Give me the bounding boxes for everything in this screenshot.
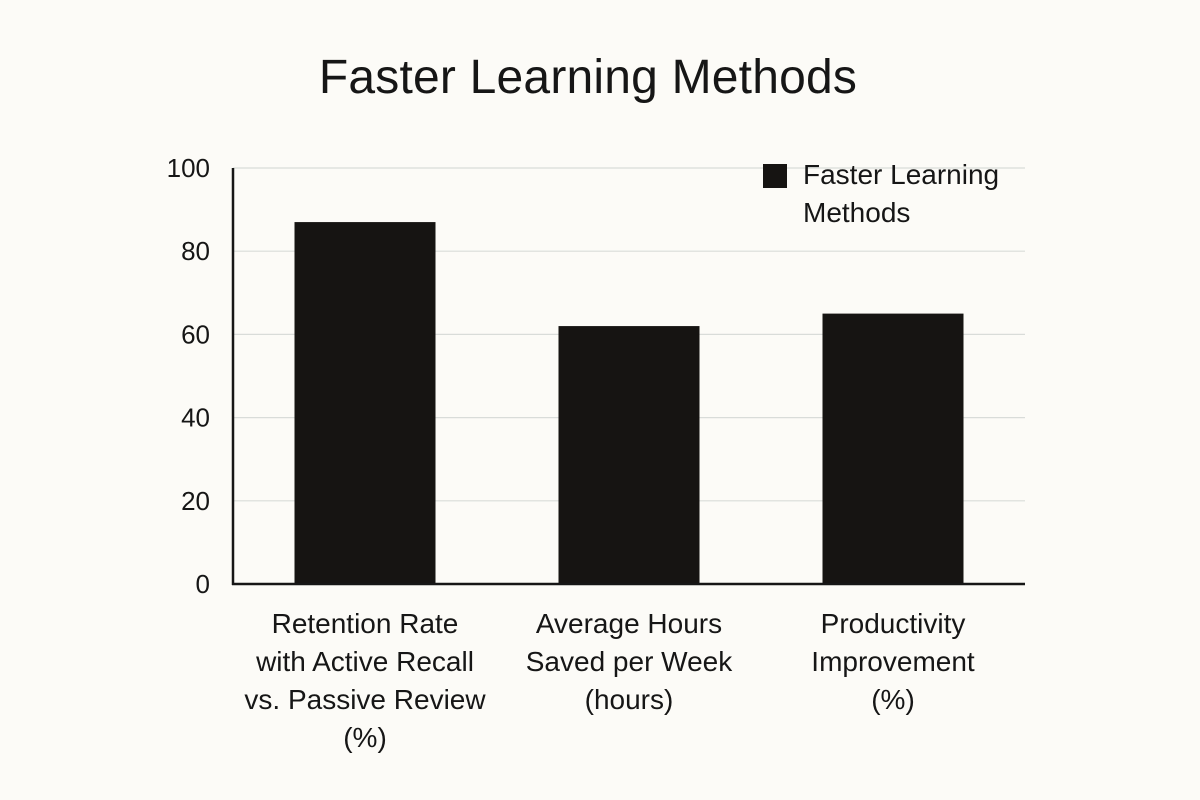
x-category-label: (hours) xyxy=(585,684,674,715)
legend-swatch xyxy=(763,164,787,188)
chart-title: Faster Learning Methods xyxy=(318,51,858,104)
y-tick-label: 0 xyxy=(196,569,210,599)
y-tick-label: 60 xyxy=(181,319,210,349)
y-tick-label: 40 xyxy=(181,403,210,433)
x-category-label: with Active Recall xyxy=(255,646,474,677)
x-category-label: vs. Passive Review xyxy=(244,684,486,715)
x-category-label: Saved per Week xyxy=(526,646,733,677)
x-category-label: (%) xyxy=(343,722,387,753)
bar-3 xyxy=(822,313,964,584)
bar-2 xyxy=(558,326,700,584)
y-tick-label: 80 xyxy=(181,236,210,266)
x-category-label: Improvement xyxy=(811,646,975,677)
y-tick-label: 100 xyxy=(167,153,210,183)
x-category-label: (%) xyxy=(871,684,915,715)
bar-1 xyxy=(294,222,436,584)
legend-label: Faster Learning xyxy=(803,159,999,190)
x-category-label: Average Hours xyxy=(536,608,722,639)
x-category-label: Productivity xyxy=(821,608,966,639)
legend-label: Methods xyxy=(803,197,910,228)
x-category-label: Retention Rate xyxy=(272,608,459,639)
y-tick-label: 20 xyxy=(181,486,210,516)
